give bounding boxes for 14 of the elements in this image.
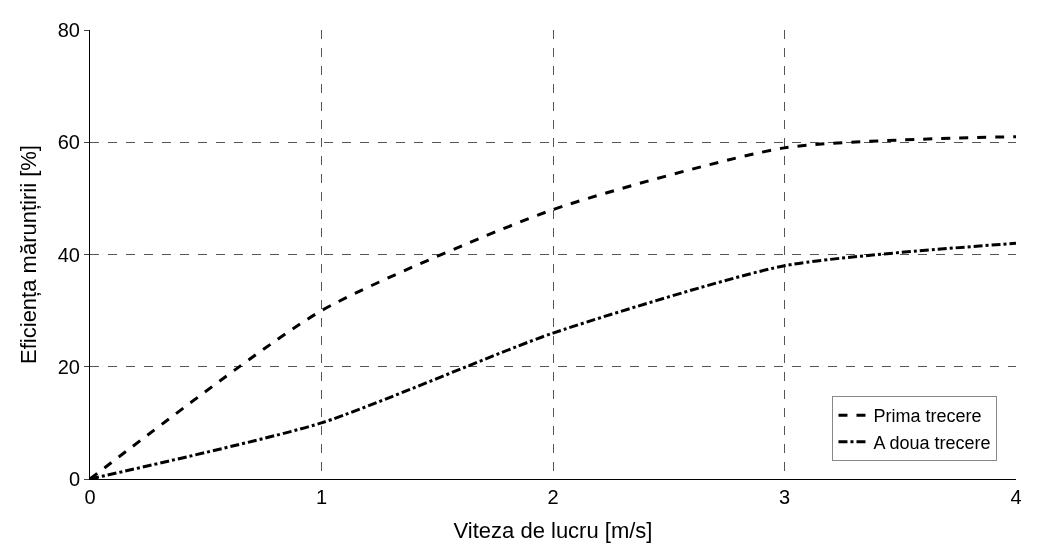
y-tick-label: 60 (57, 131, 80, 154)
legend-label: A doua trecere (873, 432, 991, 453)
x-tick-label: 1 (315, 486, 328, 508)
x-tick-label: 2 (547, 486, 559, 508)
legend-label: Prima trecere (873, 406, 982, 427)
x-tick-label: 4 (1010, 486, 1022, 508)
y-tick-label: 40 (57, 243, 80, 266)
y-tick-label: 20 (57, 355, 80, 378)
x-axis-title: Viteza de lucru [m/s] (453, 517, 653, 543)
x-tick-label: 3 (778, 486, 791, 508)
y-axis-title: Eficiența mărunțirii [%] (15, 145, 41, 364)
y-tick-label: 0 (68, 468, 80, 490)
y-tick-label: 80 (57, 19, 80, 41)
x-tick-label: 0 (84, 486, 96, 508)
